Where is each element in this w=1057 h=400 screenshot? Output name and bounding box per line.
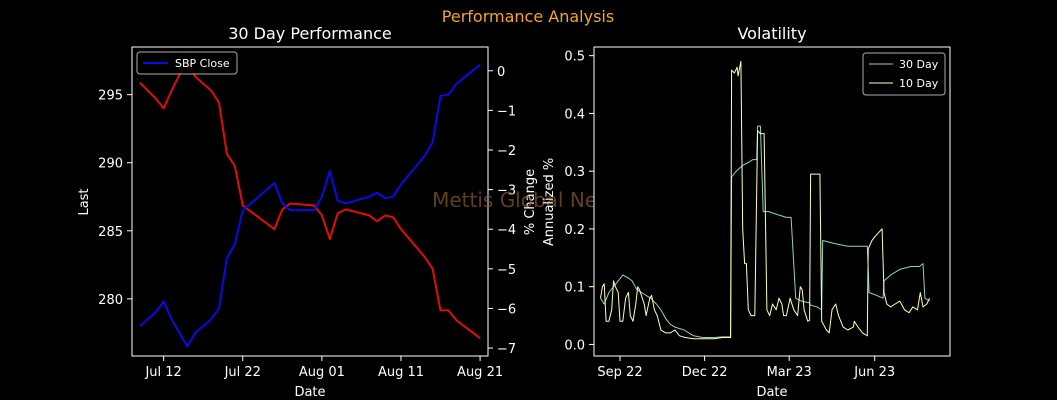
performance-y-tick-label: 285	[98, 225, 123, 240]
performance-chart-title: 30 Day Performance	[228, 24, 392, 43]
performance-plot-frame	[131, 46, 489, 357]
volatility-y-label: Annualized %	[542, 158, 557, 246]
watermark: Mettis Global News	[432, 188, 624, 212]
performance-y2-tick-label: −3	[497, 184, 516, 199]
volatility-plot-frame	[593, 46, 951, 357]
performance-plot-area	[132, 47, 488, 356]
volatility-chart: Volatility Sep 22 Dec 22 Mar 23 Jun 23 0.00…	[542, 24, 951, 400]
performance-y2-tick-label: −4	[497, 223, 516, 238]
volatility-x-tick-label: Jun 23	[853, 365, 895, 380]
volatility-y-tick-label: 0.1	[564, 281, 585, 296]
series-line-10-day	[600, 60, 931, 340]
legend-label-sbp-close: SBP Close	[175, 57, 230, 70]
volatility-x-axis: Sep 22 Dec 22 Mar 23 Jun 23	[597, 356, 895, 380]
performance-legend-box	[136, 51, 238, 75]
performance-y2-tick-label: −6	[497, 302, 516, 317]
performance-x-tick-label: Aug 01	[299, 365, 345, 380]
performance-y2-axis: 0 −1 −2 −3 −4 −5 −6 −7	[488, 65, 516, 357]
performance-y-tick-label: 280	[98, 293, 123, 308]
volatility-y-tick-label: 0.2	[564, 223, 585, 238]
performance-x-tick-label: Jul 22	[224, 365, 261, 380]
volatility-y-axis: 0.0 0.1 0.2 0.3 0.4 0.5	[564, 50, 594, 353]
volatility-chart-title: Volatility	[737, 24, 806, 43]
performance-x-label: Date	[294, 385, 325, 400]
performance-y-label: Last	[77, 188, 92, 215]
performance-legend: SBP Close	[136, 51, 238, 75]
performance-y2-tick-label: −7	[497, 342, 516, 357]
volatility-y-tick-label: 0.3	[564, 165, 585, 180]
performance-y-axis: 280 285 290 295	[98, 89, 132, 308]
figure-suptitle: Performance Analysis	[442, 7, 614, 26]
performance-y2-tick-label: −5	[497, 263, 516, 278]
performance-x-tick-label: Aug 21	[457, 365, 503, 380]
volatility-x-label: Date	[756, 385, 787, 400]
volatility-y-tick-label: 0.5	[564, 50, 585, 65]
legend-label-10-day: 10 Day	[899, 77, 939, 90]
performance-y2-label: % Change	[523, 169, 538, 235]
performance-y2-tick-label: −1	[497, 104, 516, 119]
performance-y2-tick-label: 0	[497, 65, 505, 80]
performance-x-axis: Jul 12 Jul 22 Aug 01 Aug 11 Aug 21	[144, 356, 503, 380]
volatility-legend: 30 Day 10 Day	[862, 52, 946, 96]
series-line-sbp-close	[139, 63, 481, 348]
volatility-x-tick-label: Mar 23	[767, 365, 812, 380]
performance-y2-tick-label: −2	[497, 144, 516, 159]
performance-x-tick-label: Aug 11	[378, 365, 424, 380]
legend-label-30-day: 30 Day	[899, 58, 939, 71]
volatility-y-tick-label: 0.0	[564, 338, 585, 353]
performance-chart: 30 Day Performance Jul 12 Jul 22 Aug 01 Aug…	[77, 24, 538, 400]
performance-y-tick-label: 290	[98, 157, 123, 172]
volatility-x-tick-label: Sep 22	[597, 365, 642, 380]
volatility-series	[600, 60, 931, 340]
volatility-y-tick-label: 0.4	[564, 107, 585, 122]
performance-y-tick-label: 295	[98, 89, 123, 104]
performance-x-tick-label: Jul 12	[144, 365, 181, 380]
volatility-x-tick-label: Dec 22	[682, 365, 728, 380]
